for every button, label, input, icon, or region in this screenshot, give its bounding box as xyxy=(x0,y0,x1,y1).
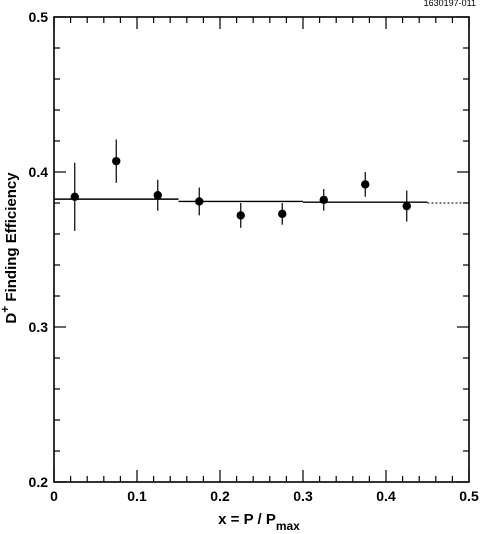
point-marker xyxy=(278,209,287,219)
data-point xyxy=(402,190,411,222)
y-tick-label: 0.2 xyxy=(29,474,49,490)
point-marker xyxy=(70,192,79,201)
data-points xyxy=(70,139,411,231)
data-point xyxy=(361,172,370,197)
data-point xyxy=(70,162,79,231)
y-axis-label: D+ Finding Efficiency xyxy=(0,172,20,324)
point-marker xyxy=(195,197,204,206)
x-axis-label-main: x = P / P xyxy=(218,511,276,528)
plot-axes xyxy=(53,16,470,483)
x-tick-label: 0.5 xyxy=(459,488,479,504)
point-marker xyxy=(153,191,162,200)
x-tick-label: 0 xyxy=(50,488,58,504)
point-marker xyxy=(112,156,121,166)
x-tick-label: 0.1 xyxy=(127,488,147,504)
plot-frame xyxy=(53,16,470,483)
y-tick-label: 0.3 xyxy=(29,319,49,335)
y-axis-label-main: Finding Efficiency xyxy=(3,172,20,306)
point-marker xyxy=(319,195,328,205)
data-point xyxy=(236,203,245,228)
x-tick-label: 0.4 xyxy=(376,488,396,504)
x-axis-label-subscript: max xyxy=(276,519,300,533)
x-tick-label: 0.3 xyxy=(293,488,313,504)
point-marker xyxy=(361,180,370,189)
y-tick-label: 0.4 xyxy=(29,164,49,180)
data-point xyxy=(278,203,287,225)
x-axis-label: x = P / Pmax xyxy=(218,511,300,533)
y-axis-label-superscript: + xyxy=(0,306,12,313)
point-marker xyxy=(236,211,245,220)
figure-id-label: 1630197-011 xyxy=(424,0,476,8)
y-axis-label-prefix: D xyxy=(3,313,20,324)
x-tick-label: 0.2 xyxy=(210,488,230,504)
data-point xyxy=(319,189,328,211)
y-tick-label: 0.5 xyxy=(29,9,49,25)
data-point xyxy=(112,139,121,183)
data-point xyxy=(153,179,162,211)
data-point xyxy=(195,187,204,216)
axis-ticks: 0 0.1 0.2 0.3 0.4 0.5 0.2 0.3 0.4 0.5 xyxy=(29,9,479,504)
point-marker xyxy=(402,201,411,211)
